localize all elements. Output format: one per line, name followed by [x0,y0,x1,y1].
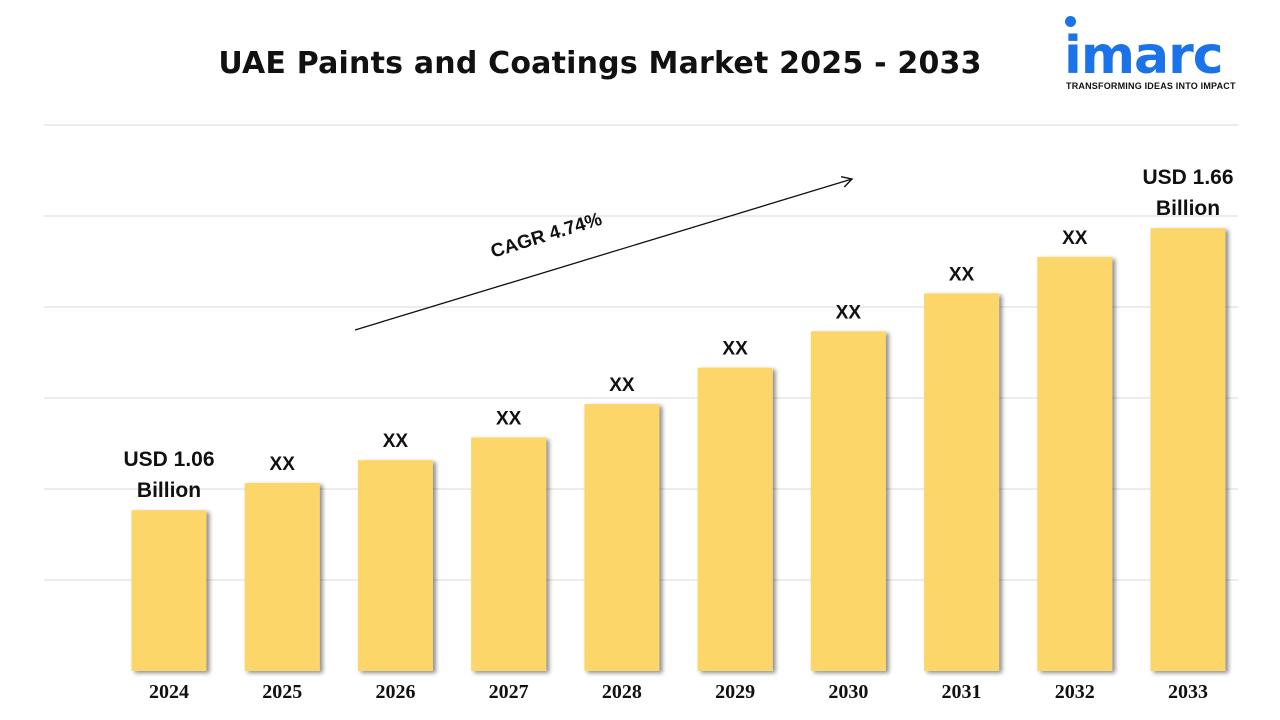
bar-2025 [244,482,320,671]
value-label-2028: XX [609,375,635,396]
x-tick-label: 2024 [149,681,189,703]
value-label-2033: Billion [1156,197,1220,220]
chart-title: UAE Paints and Coatings Market 2025 - 20… [218,46,982,81]
logo-dot-icon [1065,16,1076,27]
bars-group [131,228,1226,671]
value-label-2030: XX [836,302,862,323]
x-tick-label: 2032 [1055,681,1095,703]
logo-wordmark: imarc [1064,26,1224,86]
bar-2033 [1150,228,1226,671]
x-tick-label: 2031 [942,681,982,703]
value-label-2026: XX [383,431,409,452]
x-tick-label: 2029 [715,681,755,703]
value-label-2032: XX [1062,228,1088,249]
imarc-logo: imarc TRANSFORMING IDEAS INTO IMPACT [1058,16,1258,96]
x-tick-label: 2027 [489,681,529,703]
bar-2029 [697,367,773,671]
value-label-2024: USD 1.06 [123,448,214,471]
bar-2032 [1037,256,1113,671]
logo-tagline: TRANSFORMING IDEAS INTO IMPACT [1066,81,1236,91]
bar-2027 [471,437,547,671]
value-label-2031: XX [949,264,975,285]
cagr-annotation: CAGR 4.74% [488,209,604,263]
bar-2030 [810,331,886,671]
value-labels-group: USD 1.06 Billion XX XX XX XX XX XX XX XX USD 1.66 B… [123,166,1233,502]
value-label-2024: Billion [137,479,201,502]
value-label-2027: XX [496,408,522,429]
value-label-2029: XX [722,339,748,360]
cagr-arrow [354,175,854,331]
bar-2031 [924,293,1000,671]
x-tick-label: 2028 [602,681,642,703]
value-label-2025: XX [270,454,296,475]
bar-2026 [357,460,433,671]
bar-2028 [584,404,660,671]
bar-2024 [131,510,207,671]
value-label-2033: USD 1.66 [1142,166,1233,189]
x-tick-labels-group: 2024 2025 2026 2027 2028 2029 2030 2031 2032 2033 [149,681,1208,703]
x-tick-label: 2025 [262,681,302,703]
x-tick-label: 2033 [1168,681,1208,703]
x-tick-label: 2026 [375,681,415,703]
x-tick-label: 2030 [828,681,868,703]
